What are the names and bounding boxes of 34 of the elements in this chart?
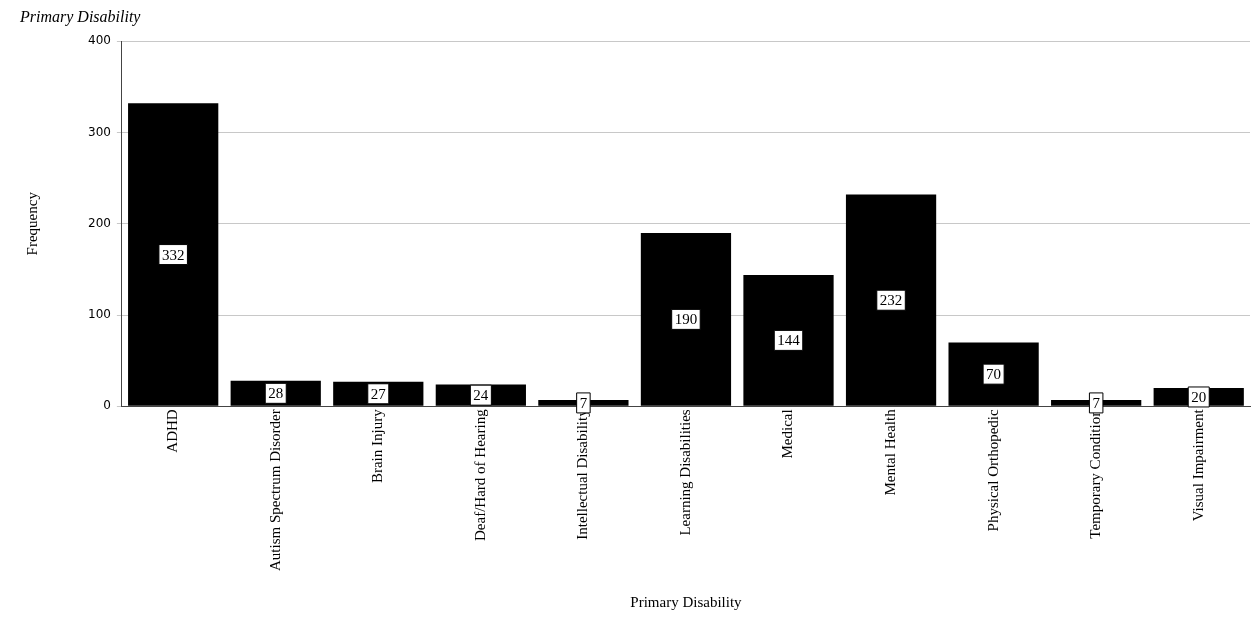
y-tick-label: 100 [88,307,111,322]
data-label: 190 [674,311,698,328]
data-label: 28 [268,385,284,402]
data-label: 7 [1092,394,1101,411]
data-label: 7 [579,394,588,411]
data-label: 232 [879,292,903,309]
y-tick-label: 200 [88,215,111,230]
x-tick-label: Autism Spectrum Disorder [266,409,283,572]
data-label: 20 [1191,388,1207,405]
x-tick-label: ADHD [164,409,181,453]
x-tick-label: Brain Injury [369,408,386,484]
x-axis-title: Primary Disability [630,593,743,610]
chart-title: Primary Disability [19,7,142,26]
x-tick-label: Intellectual Disability [574,408,591,540]
y-tick-label: 0 [103,398,111,413]
bar [128,103,219,406]
bar [845,194,937,406]
y-axis-title: Frequency [23,191,40,256]
x-tick-label: Medical [779,409,796,459]
x-tick-label: Deaf/Hard of Hearing [471,408,488,541]
data-label: 332 [161,246,185,263]
x-tick-label: Mental Health [882,408,898,496]
bar [640,232,732,406]
y-tick-label: 400 [88,33,111,48]
y-tick-label: 300 [88,124,111,139]
data-label: 144 [777,332,801,349]
bar [948,342,1039,406]
data-label: 70 [986,366,1002,383]
bar [743,274,834,406]
data-label: 24 [473,387,489,404]
x-tick-label: Learning Disabilities [676,409,693,536]
x-tick-label: Visual Impairment [1189,408,1206,522]
data-label: 27 [370,385,387,402]
x-tick-label: Physical Orthopedic [984,409,1001,532]
